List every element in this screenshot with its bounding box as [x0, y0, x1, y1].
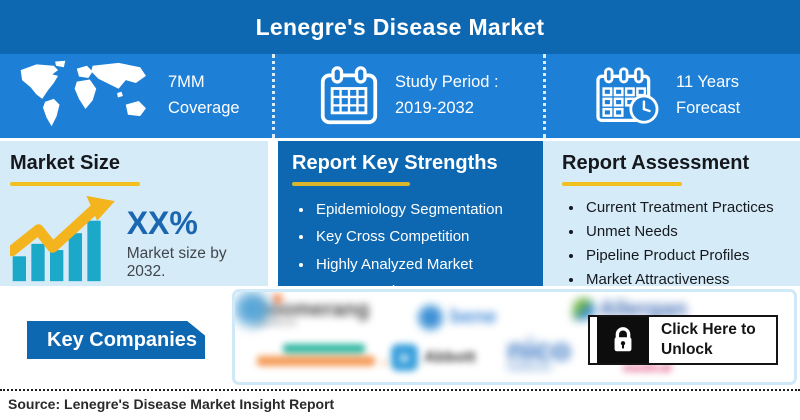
forecast-label: 11 Years Forecast — [676, 73, 741, 117]
yellow-underline — [562, 182, 682, 186]
forecast-segment: 11 Years Forecast — [546, 54, 800, 138]
assessment-title: Report Assessment — [562, 152, 750, 174]
yellow-underline — [10, 182, 140, 186]
stats-band: 7MM Coverage Study Period : 2019-2032 — [0, 54, 800, 138]
logo-circle-icon — [417, 304, 444, 331]
header-bar: Lenegre's Disease Market — [0, 0, 800, 54]
market-size-caption: Market size by 2032. — [126, 245, 227, 280]
blurred-company-logo: bene — [417, 304, 497, 331]
world-map-icon — [20, 60, 146, 127]
coverage-label: 7MM Coverage — [168, 73, 240, 117]
blurred-company-logo: ➤ Abbott — [391, 344, 476, 371]
study-period-label: Study Period : 2019-2032 — [395, 73, 499, 117]
lock-icon — [614, 327, 632, 352]
key-companies-label: Key Companies — [47, 328, 198, 351]
calendar-icon — [320, 66, 378, 125]
coverage-segment: 7MM Coverage — [0, 54, 272, 138]
calendar-clock-icon — [596, 67, 659, 124]
footer-divider — [0, 389, 800, 391]
bullet-item: Current Treatment Practices — [584, 196, 790, 220]
bullet-item: Market Attractiveness — [584, 268, 790, 292]
bullet-item: Key Cross Competition — [314, 223, 529, 250]
growth-chart-icon — [10, 195, 115, 282]
logo-dot — [273, 294, 282, 303]
source-note: Source: Lenegre's Disease Market Insight… — [8, 396, 335, 412]
key-strengths-panel: Report Key Strengths Epidemiology Segmen… — [278, 141, 543, 300]
yellow-underline — [292, 182, 410, 186]
lock-icon-box — [597, 317, 649, 363]
assessment-panel: Report Assessment Current Treatment Prac… — [543, 141, 800, 312]
blurred-company-logo: nico healthcare — [507, 332, 571, 372]
blurred-company-logo — [235, 292, 269, 326]
study-period-segment: Study Period : 2019-2032 — [272, 54, 546, 138]
market-size-panel: Market Size XX% Market size by 2032. — [0, 141, 268, 286]
key-companies-ribbon: Key Companies — [27, 321, 205, 359]
market-size-title: Market Size — [10, 152, 121, 174]
market-size-value: XX% — [126, 205, 198, 242]
bullet-item: Unmet Needs — [584, 220, 790, 244]
page-title: Lenegre's Disease Market — [255, 13, 545, 40]
logo-leaf-icon — [573, 298, 595, 320]
unlock-button[interactable]: Click Here to Unlock — [588, 315, 778, 365]
key-strengths-title: Report Key Strengths — [292, 152, 498, 174]
bullet-item: Epidemiology Segmentation — [314, 196, 529, 223]
blurred-company-logo: boomerang pharma co. — [255, 294, 369, 327]
unlock-button-gap — [590, 317, 597, 363]
logo-bird-icon: ➤ — [391, 344, 418, 371]
bullet-item: Pipeline Product Profiles — [584, 244, 790, 268]
bullet-item: Highly Analyzed Market — [314, 251, 529, 278]
blurred-company-logo: › — [257, 344, 387, 371]
unlock-button-label: Click Here to Unlock — [661, 320, 756, 358]
companies-section: boomerang pharma co. bene Allergan › ➤ A… — [0, 286, 800, 420]
